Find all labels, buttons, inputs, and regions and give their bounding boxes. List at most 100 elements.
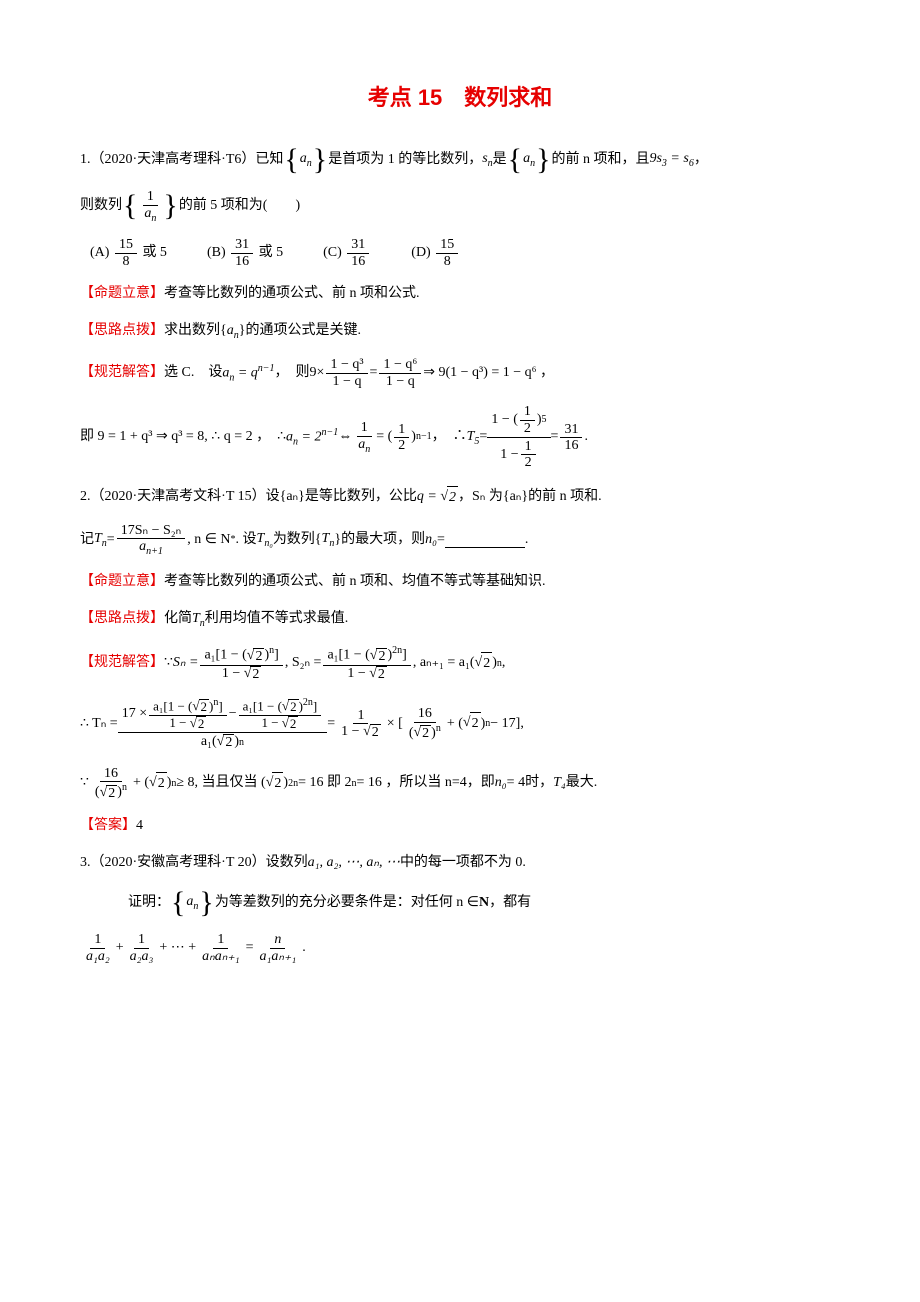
frac-c: 3116 [347,237,369,269]
option-d: (D) 158 [411,237,460,269]
seq-a-2: an [523,148,535,172]
Tn: Tn [94,528,107,552]
intent-text: 考查等比数列的通项公式、前 n 项和、均值不等式等基础知识. [164,571,546,593]
S2n-frac: a₁[1 − (√2)2n] 1 − √2 [323,645,410,681]
sixteen-over-root2n: 16 (√2)n [405,706,445,741]
term-n: 1aₙaₙ₊₁ [198,932,243,964]
answer-label: 【答案】 [80,815,136,837]
sol-label: 【规范解答】 [80,652,164,674]
brace-open: { [284,145,298,175]
q2-mid: ，Sₙ 为{aₙ}的前 n 项和. [458,486,602,508]
q2-sol-line2: ∴ Tₙ = 17 × a₁[1 − (√2)n] 1 − √2 − a₁[1 … [80,696,840,752]
Tn0: Tn₀ [257,528,273,552]
intent-label: 【命题立意】 [80,283,164,305]
brace-close-3: } [163,191,177,221]
ineq-frac: 16 (√2)n [91,766,131,801]
option-c: (C) 3116 [323,237,371,269]
sqrt-icon: √2 [440,486,458,509]
hint-an: an [227,320,239,344]
q3-mid: 中的每一项都不为 0. [400,852,526,874]
option-b: (B) 3116 或 5 [207,237,283,269]
hint-label: 【思路点拨】 [80,320,164,342]
q3-line2: 证明： { an } 为等差数列的充分必要条件是：对任何 n ∈ N ，都有 [80,888,840,918]
f2: 1 − q⁶1 − q [379,357,421,389]
q1-solution-1: 【规范解答】 选 C. 设 an = qn−1 ， 则 9× 1 − q³1 −… [80,357,840,389]
answer-value: 4 [136,815,143,837]
an-2n1: an = 2n−1 [286,425,338,450]
sol2a: 即 9 = 1 + q³ ⇒ q³ = 8, ∴ q = 2 ， ∴ [80,426,286,448]
hint-b: 的通项公式是关键. [245,320,361,342]
frac-b: 3116 [231,237,253,269]
frac-a: 158 [115,237,137,269]
half: 12 [394,422,409,454]
one-over-1-root2: 1 1 − √2 [337,708,385,741]
q1-mid3: 的前 n 项和，且 [551,149,649,171]
brace-open-q3: { [171,888,185,918]
n0: n₀ [425,529,437,551]
eq9s3: 9s3 = s6 [649,148,693,172]
q2-stem-line1: 2.（2020·天津高考文科·T 15）设{aₙ}是等比数列，公比 q = √2… [80,486,840,509]
sol-pick: 选 C. 设 [164,362,222,384]
q3-lead: 3.（2020·安徽高考理科·T 20）设数列 [80,852,308,874]
q2-hint: 【思路点拨】 化简 Tn 利用均值不等式求最值. [80,608,840,632]
q1-tail: ， [694,149,708,171]
q2-answer: 【答案】 4 [80,815,840,837]
q3-line1: 3.（2020·安徽高考理科·T 20）设数列 a₁, a₂, ⋯, aₙ, ⋯… [80,852,840,874]
thirtyone-sixteen: 3116 [560,422,582,454]
reciprocal-an: 1 an [140,189,160,223]
q2-intent: 【命题立意】 考查等比数列的通项公式、前 n 项和、均值不等式等基础知识. [80,571,840,593]
page-title: 考点 15 数列求和 [80,80,840,115]
rhs: na₁aₙ₊₁ [256,932,301,964]
Sn-frac: a₁[1 − (√2)n] 1 − √2 [200,645,282,681]
T5-big-frac: 1 − ( 12 )5 1 − 12 [487,403,550,472]
brace-close: } [313,145,327,175]
brace-open-3: { [123,191,137,221]
option-a: (A) 158 或 5 [90,237,167,269]
brace-close-q3: } [199,888,213,918]
intent-text: 考查等比数列的通项公式、前 n 项和公式. [164,283,420,305]
fill-blank [445,533,525,548]
intent-label: 【命题立意】 [80,571,164,593]
q-eq-root2: q = √2 [417,486,458,509]
f1: 1 − q³1 − q [326,357,367,389]
q1-line2a: 则数列 [80,195,122,217]
q2-lead: 2.（2020·天津高考文科·T 15）设{aₙ}是等比数列，公比 [80,486,417,508]
q1-intent: 【命题立意】 考查等比数列的通项公式、前 n 项和公式. [80,283,840,305]
an-def: an = qn−1 [222,361,274,386]
title-text: 考点 15 数列求和 [368,85,553,110]
brace-open-2: { [508,145,522,175]
q2-sol-line1: 【规范解答】 ∵ Sₙ = a₁[1 − (√2)n] 1 − √2 , S₂ₙ… [80,645,840,681]
Tn-def-frac: 17Sₙ − S₂ₙ an+1 [117,523,186,557]
q1-stem-line1: 1.（2020·天津高考理科·T6）已知 { an } 是首项为 1 的等比数列… [80,145,840,175]
q2-stem-line2: 记 Tn = 17Sₙ − S₂ₙ an+1 , n ∈ N* . 设 Tn₀ … [80,523,840,557]
bold-N: N [479,892,489,914]
frac-d: 158 [436,237,458,269]
big-Tn-frac: 17 × a₁[1 − (√2)n] 1 − √2 − a₁[1 − (√2)2… [118,696,328,752]
brace-close-2: } [536,145,550,175]
q1-stem-line2: 则数列 { 1 an } 的前 5 项和为( ) [80,189,840,223]
nine: 9× [310,362,325,384]
imp: ⇒ 9(1 − q³) = 1 − q⁶ ， [423,362,554,384]
q1-line2b: 的前 5 项和为( ) [179,195,300,217]
q1-mid1: 是首项为 1 的等比数列， [328,149,482,171]
Tn-series: Tn [322,528,335,552]
q1-solution-2: 即 9 = 1 + q³ ⇒ q³ = 8, ∴ q = 2 ， ∴ an = … [80,403,840,472]
hint-a: 求出数列 [164,320,220,342]
q1-mid2: 是 [493,149,507,171]
q2-sol-line3: ∵ 16 (√2)n + ( √2)n ≥ 8, 当且仅当 ( √2)2n = … [80,766,840,801]
seq-a: an [300,148,312,172]
hint-label: 【思路点拨】 [80,608,164,630]
one-over-an: 1 an [354,420,374,454]
sol-label: 【规范解答】 [80,362,164,384]
q3-an: an [186,891,198,915]
T5: T5 [467,426,480,450]
sn: sn [482,148,492,172]
q1-options: (A) 158 或 5 (B) 3116 或 5 (C) 3116 (D) 15… [90,237,840,269]
q3-equation: 1a₁a₂ + 1a₂a₃ + ⋯ + 1aₙaₙ₊₁ = na₁aₙ₊₁ . [80,932,840,964]
q1-lead: 1.（2020·天津高考理科·T6）已知 [80,149,283,171]
q3-seq: a₁, a₂, ⋯, aₙ, ⋯ [308,852,400,874]
hint-Tn: Tn [192,608,205,632]
term1: 1a₁a₂ [82,932,114,964]
sol-then: ， 则 [275,362,310,384]
term2: 1a₂a₃ [126,932,158,964]
